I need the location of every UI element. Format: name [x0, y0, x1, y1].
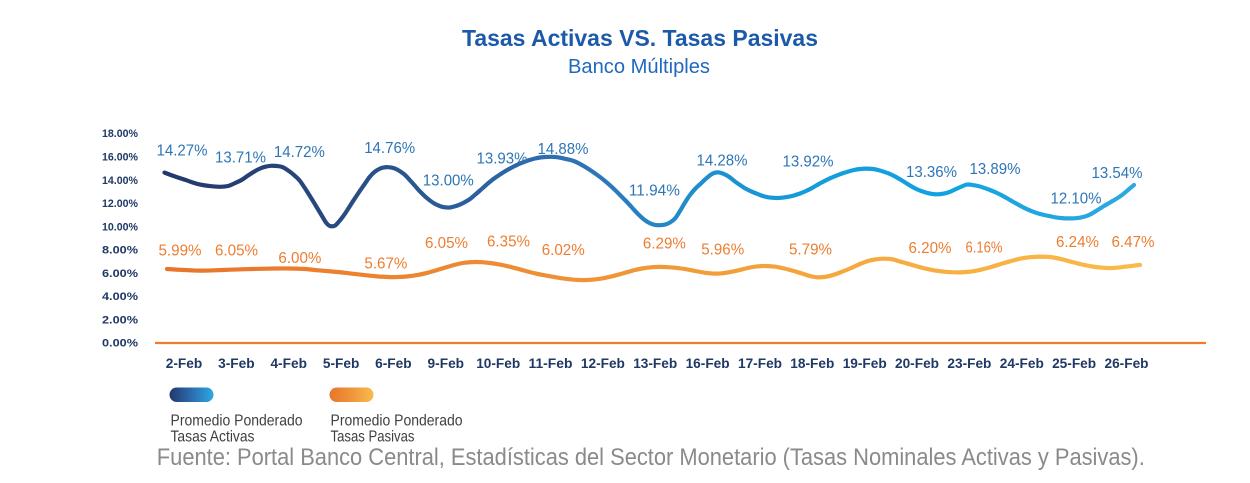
svg-text:Promedio Ponderado: Promedio Ponderado	[331, 413, 463, 430]
svg-text:Tasas Activas VS. Tasas Pasiva: Tasas Activas VS. Tasas Pasivas	[462, 25, 818, 51]
svg-text:12-Feb: 12-Feb	[581, 355, 625, 371]
svg-text:26-Feb: 26-Feb	[1105, 355, 1149, 371]
svg-text:13.54%: 13.54%	[1092, 165, 1143, 182]
svg-text:2.00%: 2.00%	[102, 314, 138, 326]
svg-text:Fuente: Portal Banco Central,: Fuente: Portal Banco Central, Estadístic…	[157, 444, 1145, 471]
svg-text:4-Feb: 4-Feb	[270, 355, 307, 371]
svg-text:13.00%: 13.00%	[423, 172, 474, 189]
svg-text:5.67%: 5.67%	[364, 256, 407, 273]
svg-text:13.71%: 13.71%	[215, 150, 266, 167]
svg-text:6.35%: 6.35%	[487, 234, 530, 251]
svg-text:5.79%: 5.79%	[789, 242, 832, 259]
svg-text:10-Feb: 10-Feb	[476, 355, 520, 371]
svg-text:6.00%: 6.00%	[102, 268, 138, 280]
svg-text:24-Feb: 24-Feb	[1000, 355, 1044, 371]
svg-text:6.29%: 6.29%	[643, 236, 686, 253]
svg-text:6.20%: 6.20%	[909, 240, 952, 257]
svg-text:14.72%: 14.72%	[274, 144, 325, 161]
svg-text:25-Feb: 25-Feb	[1052, 355, 1096, 371]
svg-text:Banco Múltiples: Banco Múltiples	[568, 55, 710, 78]
svg-text:6.02%: 6.02%	[542, 242, 585, 259]
svg-text:23-Feb: 23-Feb	[947, 355, 991, 371]
svg-text:Tasas Activas: Tasas Activas	[171, 429, 255, 446]
svg-text:14.00%: 14.00%	[102, 175, 138, 187]
svg-text:5-Feb: 5-Feb	[323, 355, 360, 371]
svg-text:12.10%: 12.10%	[1051, 191, 1102, 208]
svg-text:4.00%: 4.00%	[102, 291, 138, 303]
svg-text:14.28%: 14.28%	[697, 152, 748, 169]
svg-text:17-Feb: 17-Feb	[738, 355, 782, 371]
svg-text:8.00%: 8.00%	[102, 245, 138, 257]
svg-text:20-Feb: 20-Feb	[895, 355, 939, 371]
svg-text:6.16%: 6.16%	[966, 240, 1003, 257]
svg-text:13.36%: 13.36%	[906, 164, 957, 181]
svg-text:14.27%: 14.27%	[157, 143, 208, 160]
svg-text:14.76%: 14.76%	[364, 140, 415, 157]
svg-text:6.05%: 6.05%	[425, 235, 468, 252]
svg-text:Tasas Pasivas: Tasas Pasivas	[331, 429, 415, 446]
svg-text:13.93%: 13.93%	[477, 151, 528, 168]
svg-text:9-Feb: 9-Feb	[428, 355, 465, 371]
svg-text:Promedio Ponderado: Promedio Ponderado	[171, 413, 303, 430]
svg-text:6-Feb: 6-Feb	[375, 355, 412, 371]
svg-text:13.89%: 13.89%	[970, 161, 1021, 178]
svg-text:6.47%: 6.47%	[1112, 234, 1155, 251]
svg-text:18-Feb: 18-Feb	[790, 355, 834, 371]
svg-text:18.00%: 18.00%	[102, 128, 138, 140]
svg-text:5.96%: 5.96%	[701, 242, 744, 259]
svg-text:16.00%: 16.00%	[102, 152, 138, 164]
svg-text:5.99%: 5.99%	[159, 243, 202, 260]
svg-text:6.24%: 6.24%	[1056, 234, 1099, 251]
svg-text:19-Feb: 19-Feb	[843, 355, 887, 371]
svg-text:2-Feb: 2-Feb	[166, 355, 203, 371]
svg-text:6.05%: 6.05%	[215, 243, 258, 260]
svg-text:10.00%: 10.00%	[102, 221, 138, 233]
svg-text:3-Feb: 3-Feb	[218, 355, 255, 371]
svg-text:16-Feb: 16-Feb	[686, 355, 730, 371]
svg-text:11-Feb: 11-Feb	[529, 355, 573, 371]
svg-text:12.00%: 12.00%	[102, 198, 138, 210]
svg-text:13.92%: 13.92%	[783, 154, 834, 171]
svg-text:13-Feb: 13-Feb	[633, 355, 677, 371]
svg-text:0.00%: 0.00%	[102, 338, 138, 350]
svg-text:6.00%: 6.00%	[278, 250, 321, 267]
svg-text:14.88%: 14.88%	[538, 141, 589, 158]
svg-text:11.94%: 11.94%	[629, 183, 680, 200]
